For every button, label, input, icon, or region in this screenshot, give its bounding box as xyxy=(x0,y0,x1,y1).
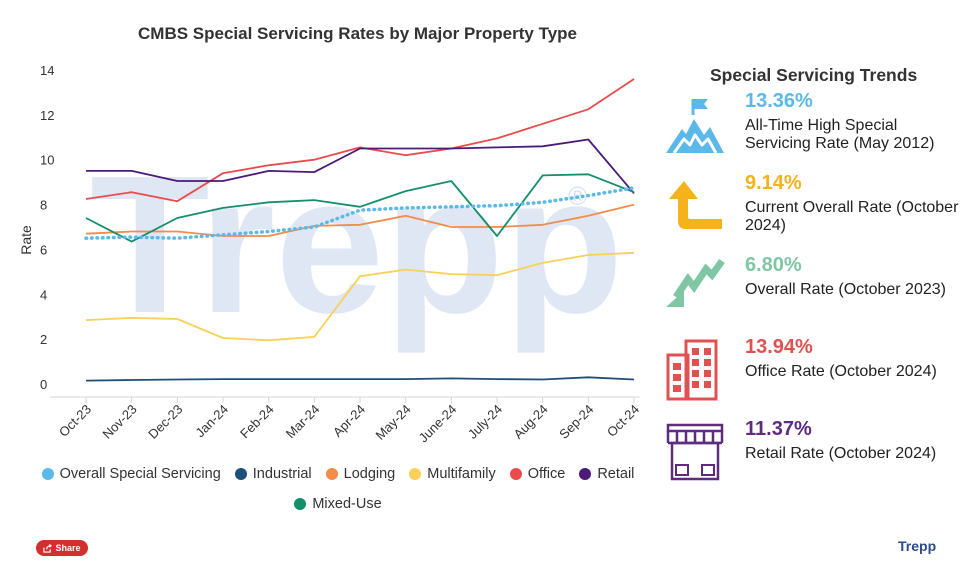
legend-marker xyxy=(294,498,307,510)
mountain-flag-icon xyxy=(666,99,724,154)
y-axis-title: Rate xyxy=(18,225,34,255)
series-line-office xyxy=(85,78,635,203)
legend-label: Overall Special Servicing xyxy=(59,466,221,482)
legend-item[interactable]: Overall Special Servicing xyxy=(41,466,221,482)
legend-item[interactable]: Lodging xyxy=(325,466,396,482)
legend-label: Mixed-Use xyxy=(312,496,382,512)
series-line-mixed-use xyxy=(85,173,635,243)
y-tick-label: 2 xyxy=(40,332,47,347)
line-chart: Trepp® 0 2 4 6 8 10 12 14 Oct-23 Nov-23 Dec-23 Jan-… xyxy=(18,63,642,446)
x-tick-label: Mar-24 xyxy=(283,402,323,442)
x-tick-label: Apr-24 xyxy=(330,402,368,440)
share-label: Share xyxy=(55,543,81,553)
trend-value: 13.36% xyxy=(745,90,813,112)
trend-label: Current Overall Rate (October 2024) xyxy=(745,199,959,234)
chart-legend: Overall Special Servicing Industrial Lodgi… xyxy=(28,466,648,512)
y-tick-label: 0 xyxy=(40,377,47,392)
trend-label: Overall Rate (October 2023) xyxy=(745,281,946,298)
y-tick-label: 12 xyxy=(40,108,54,123)
x-tick-label: Oct-23 xyxy=(56,402,94,440)
legend-label: Office xyxy=(527,466,566,482)
legend-item[interactable]: Multifamily xyxy=(409,466,496,482)
y-tick-label: 6 xyxy=(40,242,47,257)
trend-down-icon xyxy=(666,258,725,307)
share-button[interactable]: Share xyxy=(36,540,88,556)
y-tick-label: 14 xyxy=(40,63,54,78)
trend-label: Office Rate (October 2024) xyxy=(745,363,937,380)
legend-marker xyxy=(579,468,592,480)
legend-label: Retail xyxy=(597,466,635,482)
brand-logo: Trepp xyxy=(898,538,937,554)
legend-item[interactable]: Industrial xyxy=(234,466,312,482)
legend-item[interactable]: Mixed-Use xyxy=(294,496,382,512)
x-tick-label: Feb-24 xyxy=(237,402,277,442)
x-tick-label: May-24 xyxy=(373,402,414,443)
series-line-overall-special-servicing xyxy=(84,186,636,240)
trend-label: Retail Rate (October 2024) xyxy=(745,445,937,462)
series-line-multifamily xyxy=(85,251,635,342)
trends-title: Special Servicing Trends xyxy=(710,65,918,85)
legend-item[interactable]: Office xyxy=(509,466,566,482)
x-tick-label: Aug-24 xyxy=(511,402,551,442)
watermark-text: Trepp xyxy=(90,135,624,354)
legend-marker xyxy=(409,468,422,480)
series-line-retail xyxy=(86,138,635,194)
office-building-icon xyxy=(666,339,718,401)
legend-marker xyxy=(325,468,338,480)
legend-item[interactable]: Retail xyxy=(579,466,634,482)
x-tick-label: Oct-24 xyxy=(604,402,642,440)
series-line-industrial xyxy=(85,376,635,382)
x-tick-label: Nov-23 xyxy=(100,402,140,442)
arrow-up-icon xyxy=(669,181,722,229)
chart-title: CMBS Special Servicing Rates by Major Pr… xyxy=(138,24,577,43)
chart-series xyxy=(84,78,636,382)
trend-value: 6.80% xyxy=(745,254,802,276)
storefront-icon xyxy=(666,423,724,481)
trend-value: 13.94% xyxy=(745,336,813,358)
trend-value: 9.14% xyxy=(745,172,802,194)
x-tick-label: Sep-24 xyxy=(556,402,596,442)
legend-label: Lodging xyxy=(343,466,396,482)
legend-label: Multifamily xyxy=(427,466,496,482)
x-tick-label: June-24 xyxy=(416,402,460,446)
legend-label: Industrial xyxy=(252,466,312,482)
y-tick-label: 8 xyxy=(40,198,47,213)
legend-marker xyxy=(41,468,54,480)
trend-label: All-Time High Special Servicing Rate (Ma… xyxy=(745,117,935,152)
trend-value: 11.37% xyxy=(745,418,812,440)
legend-marker xyxy=(234,468,247,480)
y-tick-label: 10 xyxy=(40,153,54,168)
trepp-watermark: Trepp® xyxy=(90,135,624,354)
x-tick-label: Dec-23 xyxy=(145,402,185,442)
share-icon xyxy=(43,543,53,553)
x-tick-label: July-24 xyxy=(465,402,505,442)
y-tick-label: 4 xyxy=(40,287,47,302)
series-line-lodging xyxy=(85,203,635,237)
x-tick-label: Jan-24 xyxy=(192,402,231,441)
legend-marker xyxy=(509,468,522,480)
